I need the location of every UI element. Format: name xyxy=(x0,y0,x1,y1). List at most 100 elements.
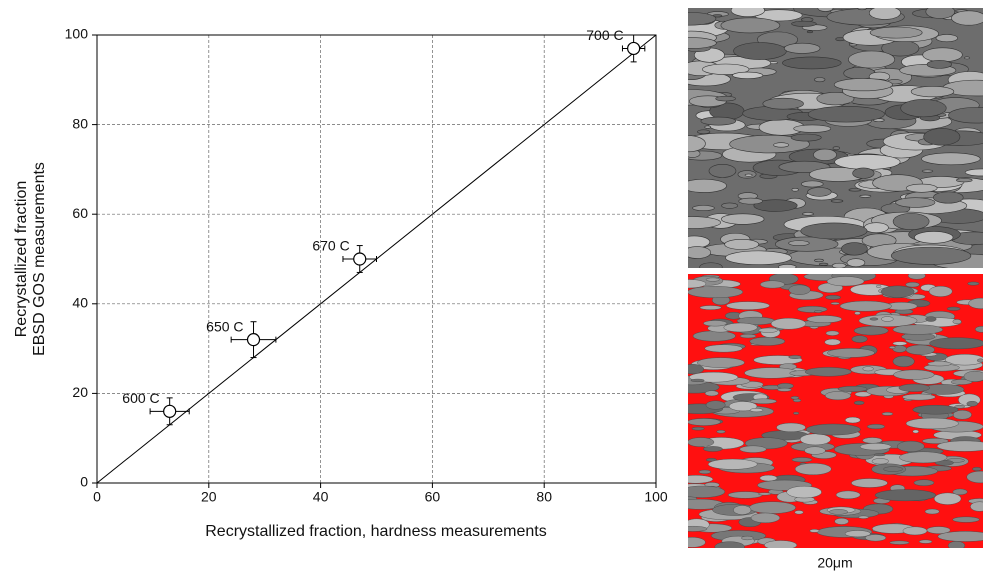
grain xyxy=(690,378,705,383)
grain xyxy=(824,338,841,346)
grain xyxy=(874,453,886,457)
grain xyxy=(688,12,717,26)
grain xyxy=(831,262,847,268)
grain xyxy=(688,216,721,229)
grain xyxy=(976,358,983,363)
grain xyxy=(807,106,885,123)
grain xyxy=(956,178,973,183)
x-tick-label: 60 xyxy=(425,489,441,505)
grain xyxy=(841,242,868,256)
grain xyxy=(835,490,861,499)
grain xyxy=(902,393,936,401)
grain xyxy=(805,423,861,436)
grain xyxy=(818,262,829,266)
grain xyxy=(738,197,763,205)
grain xyxy=(905,417,959,430)
grain xyxy=(830,199,844,203)
grain xyxy=(905,183,938,193)
grain xyxy=(799,433,831,446)
marker xyxy=(163,404,177,418)
point-label: 700 C xyxy=(586,27,623,43)
grain xyxy=(947,540,966,548)
grain xyxy=(696,357,745,368)
grain xyxy=(794,510,804,515)
grain xyxy=(902,526,928,536)
grain xyxy=(851,335,868,343)
grain xyxy=(801,180,824,188)
grain xyxy=(764,540,798,548)
grain xyxy=(723,322,758,333)
grain xyxy=(892,324,943,335)
grain xyxy=(963,370,983,382)
grain xyxy=(844,416,861,424)
y-tick-label: 20 xyxy=(72,384,88,400)
grain xyxy=(839,300,892,312)
grain xyxy=(929,337,983,350)
grain xyxy=(807,187,832,197)
grain xyxy=(867,424,885,430)
grain xyxy=(704,125,711,129)
grain xyxy=(705,458,717,462)
grain xyxy=(688,475,714,484)
grain xyxy=(952,319,962,324)
grain xyxy=(881,285,915,298)
grain xyxy=(851,478,888,488)
grain xyxy=(784,42,821,54)
grain xyxy=(898,383,930,392)
grain xyxy=(700,116,737,126)
grain xyxy=(688,235,711,249)
grain xyxy=(857,8,867,11)
grain xyxy=(871,458,889,465)
grain xyxy=(704,344,743,353)
grain xyxy=(858,515,869,519)
grain xyxy=(948,107,983,124)
grain xyxy=(859,194,872,198)
grain xyxy=(716,429,726,434)
grain xyxy=(892,355,915,367)
grain xyxy=(905,344,935,355)
grain xyxy=(688,437,715,447)
x-tick-label: 100 xyxy=(644,489,668,505)
grain xyxy=(704,390,719,397)
grain xyxy=(791,188,799,192)
grain xyxy=(832,146,840,150)
grain xyxy=(730,8,765,17)
grain xyxy=(834,154,901,170)
grain xyxy=(922,438,949,444)
grain xyxy=(933,492,962,505)
grain xyxy=(912,405,959,415)
grain xyxy=(749,501,796,514)
grain xyxy=(935,34,958,43)
grain xyxy=(777,264,797,268)
x-tick-label: 40 xyxy=(313,489,329,505)
grain xyxy=(853,326,889,336)
grain xyxy=(688,537,706,548)
grain xyxy=(825,330,840,336)
grain xyxy=(726,301,770,310)
x-tick-label: 0 xyxy=(93,489,101,505)
micrograph-gos xyxy=(688,8,983,268)
grain xyxy=(782,56,842,70)
marker xyxy=(627,41,641,56)
x-axis-title: Recrystallized fraction, hardness measur… xyxy=(205,523,546,540)
point-label: 670 C xyxy=(312,238,349,254)
grain xyxy=(804,367,852,377)
grain xyxy=(793,411,800,415)
grain xyxy=(922,47,963,63)
scale-bar-label: 20μm xyxy=(817,555,852,571)
grain xyxy=(964,168,983,177)
grain xyxy=(788,284,811,295)
grain xyxy=(927,361,952,367)
point-label: 650 C xyxy=(206,318,243,334)
grain xyxy=(688,418,721,426)
grain xyxy=(954,404,965,409)
grain xyxy=(833,78,893,92)
grain xyxy=(932,191,964,204)
grain xyxy=(899,451,948,464)
grain xyxy=(853,400,865,405)
grain xyxy=(688,286,744,298)
grain xyxy=(914,231,954,244)
grain xyxy=(829,509,848,515)
grain xyxy=(715,95,736,102)
grain xyxy=(729,134,810,154)
